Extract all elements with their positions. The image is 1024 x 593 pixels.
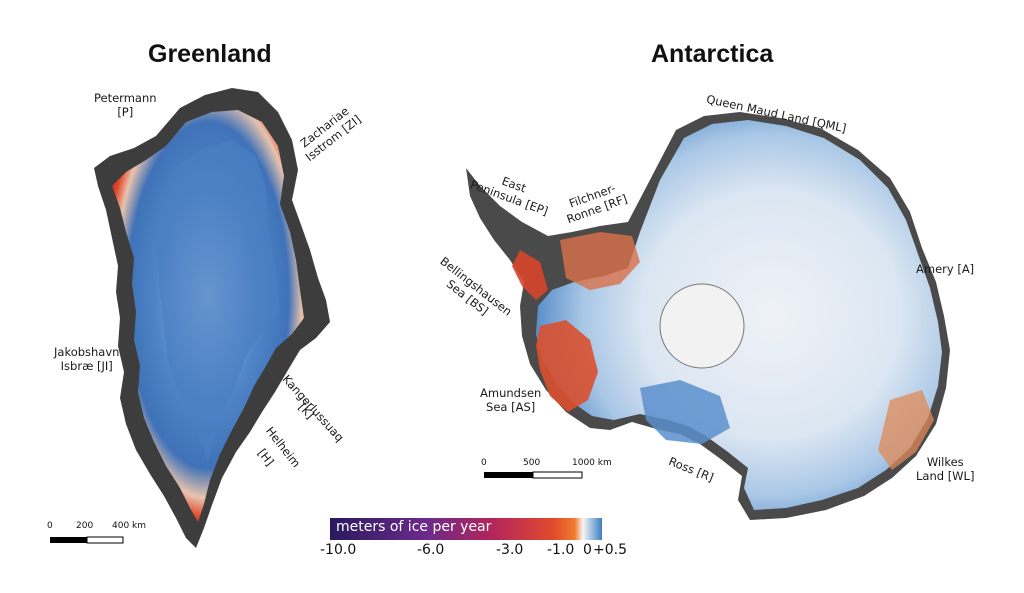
amundsen-sea-loss [536,320,598,412]
colorbar [330,518,602,540]
greenland-map [50,88,330,548]
greenland-interior [154,140,280,462]
filchner-ronne-shelf [560,232,640,290]
greenland-title: Greenland [148,40,272,68]
label-amundsen: Amundsen Sea [AS] [480,386,541,414]
label-amundsen-name: Amundsen [480,386,542,400]
label-jakobshavn-code: Isbræ [JI] [60,359,113,373]
colorbar-gradient [330,518,602,540]
peninsula-loss [512,250,548,300]
label-petermann-code: [P] [117,105,134,119]
colorbar-tick-5: +0.5 [593,542,627,558]
colorbar-tick-0: -10.0 [320,542,357,558]
greenland-scalebar [50,536,124,544]
antarctica-scale-tick-0: 0 [481,458,487,468]
greenland-scale-tick-0: 0 [47,521,53,531]
label-wilkes-name: Wilkes [926,455,964,469]
colorbar-title: meters of ice per year [336,519,492,535]
label-jakobshavn-name: Jakobshavn [54,345,120,359]
wilkes-land-loss [878,390,934,470]
label-amundsen-code: Sea [AS] [486,400,536,414]
label-petermann-name: Petermann [94,91,157,105]
label-wilkes: Wilkes Land [WL] [916,455,974,483]
colorbar-tick-1: -6.0 [417,542,445,558]
antarctica-scale-tick-1: 500 [523,458,541,468]
greenland-scale-tick-2: 400 km [112,521,147,531]
antarctica-map [466,112,950,520]
greenland-scale-tick-1: 200 [76,521,94,531]
label-jakobshavn: Jakobshavn Isbræ [JI] [54,345,119,373]
antarctica-scalebar [484,471,583,479]
ross-ice-shelf [640,380,730,444]
label-petermann: Petermann [P] [94,91,157,119]
colorbar-tick-3: -1.0 [547,542,575,558]
pole-hole [659,283,745,369]
antarctica-title: Antarctica [651,40,774,68]
antarctica-scale-tick-2: 1000 km [572,458,612,468]
label-wilkes-code: Land [WL] [916,469,975,483]
colorbar-tick-2: -3.0 [496,542,524,558]
label-amery: Amery [A] [916,262,975,276]
colorbar-tick-4: 0 [583,542,592,558]
